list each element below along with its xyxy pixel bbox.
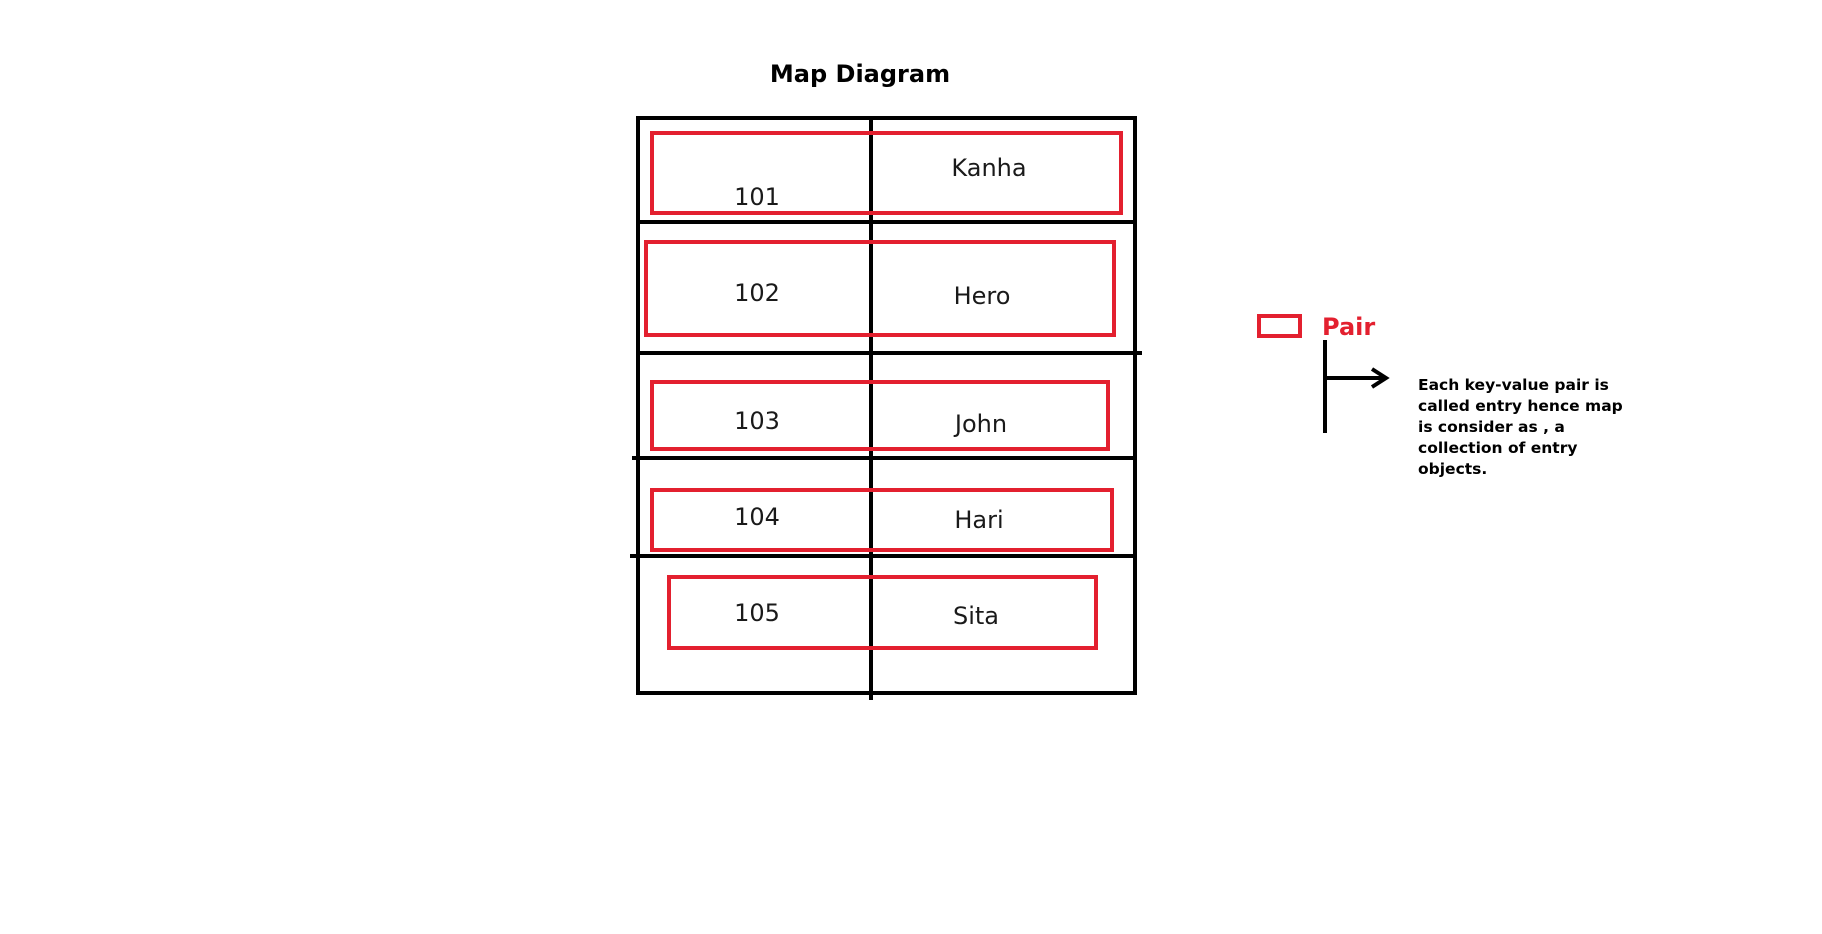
entry-value: Hero [954,282,1011,310]
pair-outline [667,575,1098,650]
pair-outline [650,380,1110,451]
entry-value: Hari [954,506,1003,534]
entry-value: Kanha [951,154,1026,182]
entry-key: 103 [734,407,780,435]
entry-value: John [953,410,1007,438]
map-table-frame [636,116,1137,695]
pair-legend-label: Pair [1322,313,1376,341]
pair-outline [644,240,1116,337]
entry-key: 101 [734,183,780,211]
pair-legend-swatch [1257,314,1302,338]
entry-value: Sita [953,602,999,630]
entry-key: 102 [734,279,780,307]
pair-outline [650,488,1114,552]
entry-key: 104 [734,503,780,531]
entry-explanation-note: Each key-value pair is called entry henc… [1418,376,1623,478]
pair-outline [650,131,1123,215]
arrow-head-icon [1370,367,1390,389]
entry-key: 105 [734,599,780,627]
diagram-title: Map Diagram [769,60,951,88]
